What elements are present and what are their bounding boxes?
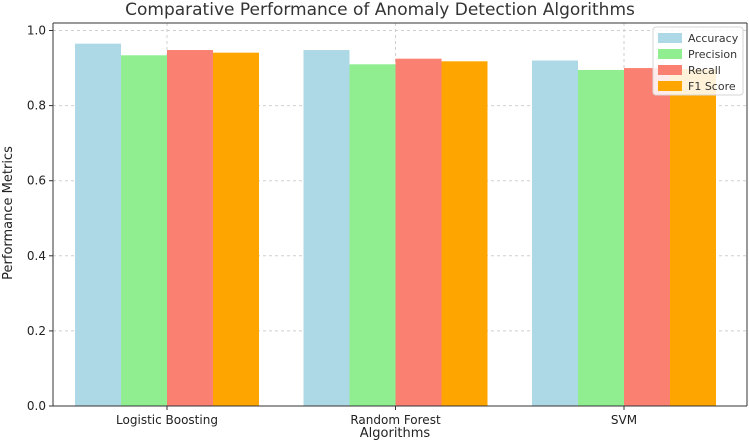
y-tick-label: 0.6 [27,174,46,188]
y-tick-label: 0.0 [27,399,46,413]
chart-title: Comparative Performance of Anomaly Detec… [125,0,635,20]
bar-f1-score-logistic-boosting [213,52,259,406]
bar-accuracy-logistic-boosting [75,43,121,406]
y-axis-label: Performance Metrics [1,146,16,280]
x-axis-label: Algorithms [360,426,431,441]
axes-layer: 0.0 0.2 0.4 0.6 0.8 1.0 Logistic Boosting Rando… [27,22,748,427]
legend: Accuracy Precision Recall F1 Score [652,26,744,96]
bar-recall-logistic-boosting [167,50,213,407]
legend-box [652,26,744,96]
bar-precision-random-forest [349,64,396,406]
legend-label: F1 Score [688,80,736,93]
x-tick-label: SVM [611,413,637,427]
bar-f1-score-svm [670,69,716,406]
legend-label: Accuracy [688,32,739,45]
x-tick-label: Random Forest [350,413,441,427]
y-tick-label: 0.2 [27,324,46,338]
bar-recall-random-forest [395,58,442,406]
bar-recall-svm [624,68,670,406]
bars-layer [75,43,716,407]
bar-precision-logistic-boosting [121,55,167,407]
y-tick-label: 1.0 [27,24,46,38]
bar-accuracy-random-forest [303,50,350,407]
legend-swatch [658,65,682,75]
legend-label: Recall [688,64,721,77]
legend-swatch [658,33,682,43]
legend-swatch [658,81,682,91]
legend-label: Precision [688,48,737,61]
bar-accuracy-svm [532,60,578,407]
bar-precision-svm [578,69,624,406]
x-tick-label: Logistic Boosting [116,413,218,427]
y-tick-label: 0.4 [27,249,46,263]
bar-f1-score-random-forest [441,61,488,407]
y-tick-label: 0.8 [27,99,46,113]
legend-swatch [658,49,682,59]
